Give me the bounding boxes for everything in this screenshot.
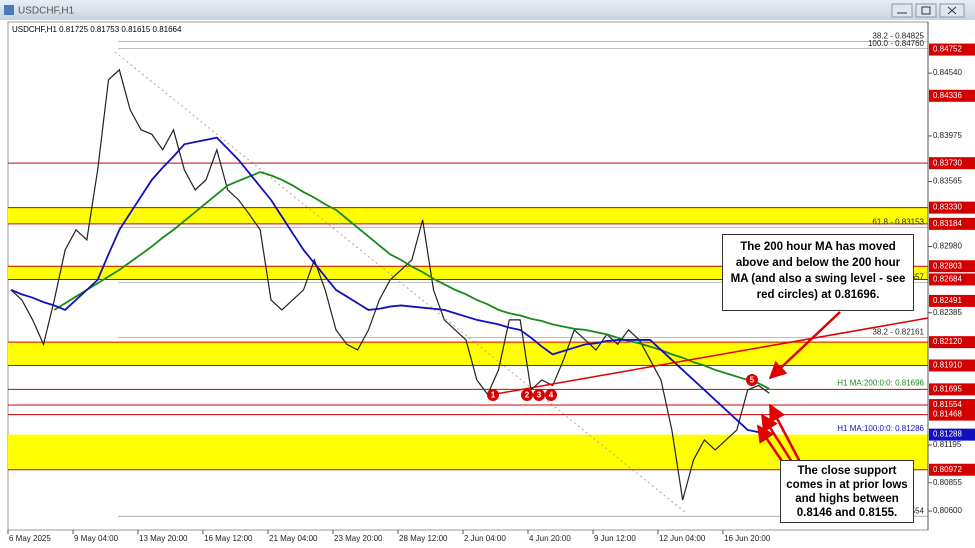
minimize-button[interactable]	[891, 3, 913, 18]
swing-circle-label: 5	[750, 376, 755, 385]
level-box	[929, 428, 975, 441]
x-tick-label: 9 May 04:00	[74, 534, 119, 543]
moving-average-line	[10, 136, 770, 436]
y-tick-label: 0.83565	[933, 177, 962, 186]
price-line	[10, 68, 770, 501]
moving-average-line	[53, 171, 770, 390]
level-box	[929, 336, 975, 349]
fib-label: 38.2 - 0.84825	[872, 32, 924, 41]
close-icon	[947, 6, 957, 15]
fib-label: 61.8 - 0.83153	[872, 217, 924, 226]
level-box	[929, 260, 975, 273]
x-tick-label: 6 May 2025	[9, 534, 51, 543]
level-box	[929, 157, 975, 170]
level-label: 0.82491	[933, 296, 962, 305]
window-title: USDCHF,H1	[18, 6, 75, 17]
chart-header: USDCHF,H1 0.81725 0.81753 0.81615 0.8166…	[12, 25, 182, 34]
level-box	[929, 294, 975, 307]
y-tick-label: 0.82980	[933, 242, 962, 251]
x-tick-label: 16 May 12:00	[204, 534, 253, 543]
app-icon	[4, 5, 14, 15]
level-box	[929, 217, 975, 230]
arrow	[760, 413, 794, 463]
level-label: 0.82803	[933, 261, 962, 270]
level-label: 0.80972	[933, 465, 962, 474]
level-box	[929, 273, 975, 286]
level-box	[929, 408, 975, 421]
level-label: 0.83184	[933, 219, 962, 228]
x-tick-label: 9 Jun 12:00	[594, 534, 636, 543]
trend-line	[489, 317, 929, 396]
level-label: 0.81288	[933, 430, 962, 439]
callout: The 200 hour MA has moved above and belo…	[722, 234, 914, 311]
swing-circle-label: 4	[549, 391, 554, 400]
swing-circle-label: 1	[491, 391, 496, 400]
swing-circle	[487, 389, 499, 401]
level-label: 0.81468	[933, 410, 962, 419]
arrow	[756, 424, 786, 465]
x-tick-label: 2 Jun 04:00	[464, 534, 506, 543]
level-box	[929, 359, 975, 372]
level-label: 0.81554	[933, 400, 962, 409]
fib-label: 38.2 - 0.82161	[872, 328, 924, 337]
level-label: 0.82120	[933, 337, 962, 346]
title-bar	[0, 0, 975, 20]
fib-label: 0554	[906, 506, 924, 515]
maximize-button[interactable]	[915, 3, 937, 18]
ma-label: H1 MA:200:0:0: 0.81696	[837, 378, 924, 387]
level-box	[929, 201, 975, 214]
level-box	[929, 43, 975, 56]
swing-circle-label: 3	[537, 391, 542, 400]
swing-circle	[521, 389, 533, 401]
x-tick-label: 12 Jun 04:00	[659, 534, 706, 543]
x-tick-label: 16 Jun 20:00	[724, 534, 771, 543]
level-label: 0.81695	[933, 384, 962, 393]
swing-circle	[533, 389, 545, 401]
trend-dotted-line	[114, 51, 686, 513]
level-label: 0.83330	[933, 203, 962, 212]
x-tick-label: 13 May 20:00	[139, 534, 188, 543]
level-box	[929, 89, 975, 102]
level-label: 0.84336	[933, 91, 962, 100]
y-tick-label: 0.84540	[933, 68, 962, 77]
x-tick-label: 21 May 04:00	[269, 534, 318, 543]
swing-circle	[746, 374, 758, 386]
zone	[8, 207, 928, 224]
swing-circle-label: 2	[525, 391, 530, 400]
level-label: 0.84752	[933, 45, 962, 54]
level-box	[929, 383, 975, 396]
level-label: 0.83730	[933, 158, 962, 167]
y-tick-label: 0.82385	[933, 308, 962, 317]
y-tick-label: 0.81195	[933, 440, 962, 449]
y-tick-label: 0.83975	[933, 131, 962, 140]
zone	[8, 342, 928, 366]
swing-circle	[545, 389, 557, 401]
maximize-icon	[921, 6, 931, 15]
callout: The close support comes in at prior lows…	[780, 460, 914, 523]
fib-label: 100.0 - 0.84760	[868, 39, 925, 48]
level-label: 0.82684	[933, 275, 962, 284]
level-box	[929, 463, 975, 476]
y-tick-label: 0.80855	[933, 478, 962, 487]
x-tick-label: 4 Jun 20:00	[529, 534, 571, 543]
y-tick-label: 0.80600	[933, 506, 962, 515]
ma-label: H1 MA:100:0:0: 0.81286	[837, 424, 924, 433]
x-tick-label: 28 May 12:00	[399, 534, 448, 543]
x-tick-label: 23 May 20:00	[334, 534, 383, 543]
arrow	[768, 311, 841, 380]
level-box	[929, 399, 975, 412]
zone	[8, 266, 928, 280]
level-label: 0.81910	[933, 361, 962, 370]
